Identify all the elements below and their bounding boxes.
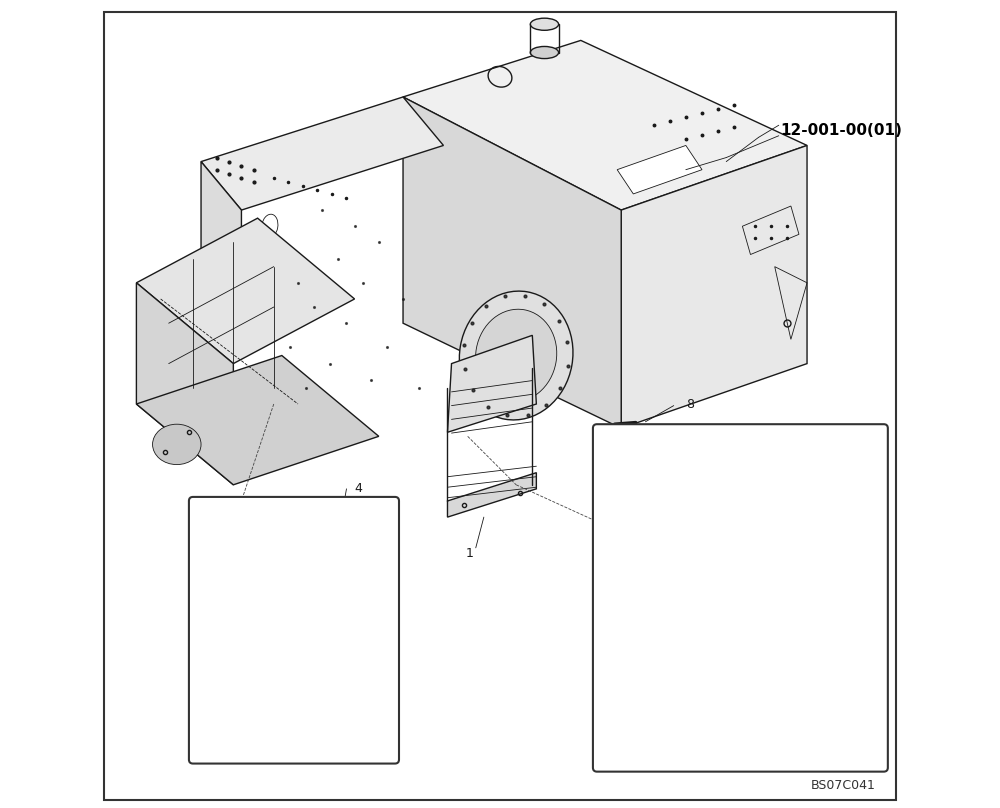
- Text: 1: 1: [254, 696, 262, 709]
- Text: 12-001-00(01): 12-001-00(01): [780, 124, 902, 138]
- Polygon shape: [621, 145, 807, 428]
- Polygon shape: [136, 283, 233, 485]
- Text: 1: 1: [465, 547, 473, 560]
- Text: 8: 8: [686, 398, 694, 410]
- Ellipse shape: [261, 214, 278, 238]
- Polygon shape: [447, 473, 536, 517]
- Polygon shape: [216, 614, 322, 671]
- Polygon shape: [403, 40, 807, 210]
- Text: 11: 11: [213, 660, 229, 673]
- Polygon shape: [702, 440, 726, 626]
- Polygon shape: [213, 505, 314, 594]
- Polygon shape: [136, 218, 355, 364]
- Polygon shape: [136, 356, 379, 485]
- FancyBboxPatch shape: [593, 424, 888, 772]
- Ellipse shape: [153, 424, 201, 465]
- Polygon shape: [201, 162, 241, 307]
- Text: 12: 12: [698, 692, 714, 705]
- Text: 16: 16: [714, 660, 730, 673]
- Ellipse shape: [459, 291, 573, 420]
- Polygon shape: [617, 452, 633, 485]
- Polygon shape: [447, 335, 536, 432]
- Ellipse shape: [476, 309, 557, 402]
- Polygon shape: [617, 606, 726, 626]
- Polygon shape: [617, 457, 645, 622]
- Polygon shape: [403, 97, 621, 428]
- Polygon shape: [201, 97, 443, 210]
- Ellipse shape: [530, 18, 559, 30]
- Ellipse shape: [530, 46, 559, 58]
- FancyBboxPatch shape: [189, 497, 399, 764]
- Text: BS07C041: BS07C041: [811, 779, 876, 792]
- Polygon shape: [617, 145, 702, 194]
- Polygon shape: [617, 440, 726, 493]
- Text: 1: 1: [799, 442, 807, 455]
- Text: 4: 4: [355, 482, 363, 495]
